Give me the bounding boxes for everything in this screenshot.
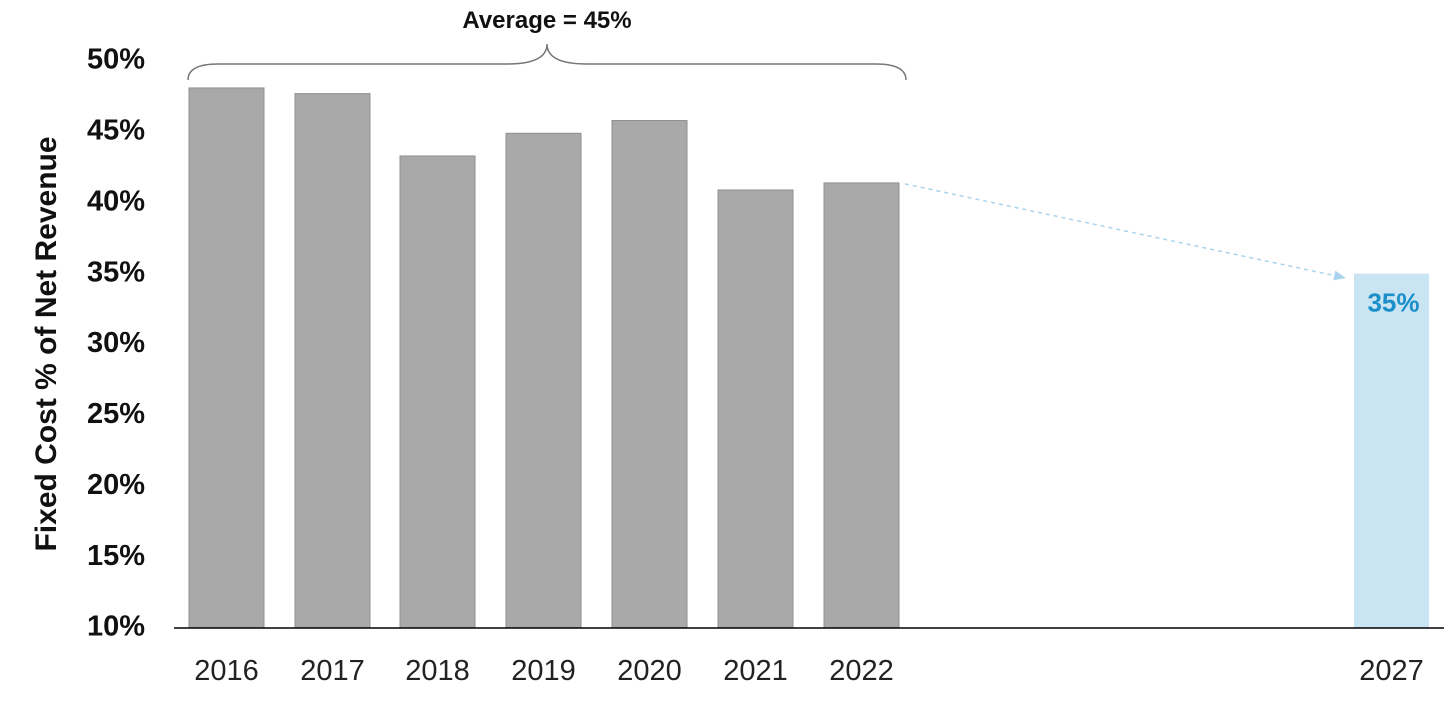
x-axis-ticks: 2016 2017 2018 2019 2020 2021 2022 2027 xyxy=(194,655,1424,687)
y-axis-label: Fixed Cost % of Net Revenue xyxy=(30,136,63,551)
bars-layer xyxy=(188,87,1429,629)
bar-2019 xyxy=(505,132,582,629)
bar-2016 xyxy=(188,87,265,629)
bar-2021 xyxy=(717,189,794,629)
x-tick-label: 2018 xyxy=(405,655,470,687)
x-tick-label: 2021 xyxy=(723,655,788,687)
y-tick-label: 50% xyxy=(87,44,145,76)
y-tick-label: 10% xyxy=(87,611,145,643)
y-tick-label: 30% xyxy=(87,327,145,359)
y-tick-label: 40% xyxy=(87,185,145,217)
y-tick-label: 25% xyxy=(87,398,145,430)
bar-target-2027 xyxy=(1354,273,1429,628)
bar-2022 xyxy=(823,182,900,629)
bar-2017 xyxy=(294,93,371,629)
bar-2018 xyxy=(399,155,476,629)
x-tick-label: 2027 xyxy=(1359,655,1424,687)
y-tick-label: 15% xyxy=(87,540,145,572)
y-axis-ticks: 10% 15% 20% 25% 30% 35% 40% 45% 50% xyxy=(87,44,145,643)
bar-2020 xyxy=(611,120,688,629)
y-tick-label: 35% xyxy=(87,256,145,288)
projection-arrow xyxy=(904,183,1346,281)
y-tick-label: 45% xyxy=(87,115,145,147)
x-tick-label: 2019 xyxy=(511,655,576,687)
average-label: Average = 45% xyxy=(462,7,631,34)
average-brace xyxy=(187,43,907,81)
x-tick-label: 2017 xyxy=(300,655,365,687)
y-tick-label: 20% xyxy=(87,469,145,501)
x-tick-label: 2022 xyxy=(829,655,894,687)
target-data-label: 35% xyxy=(1367,288,1419,318)
x-tick-label: 2016 xyxy=(194,655,259,687)
x-tick-label: 2020 xyxy=(617,655,682,687)
